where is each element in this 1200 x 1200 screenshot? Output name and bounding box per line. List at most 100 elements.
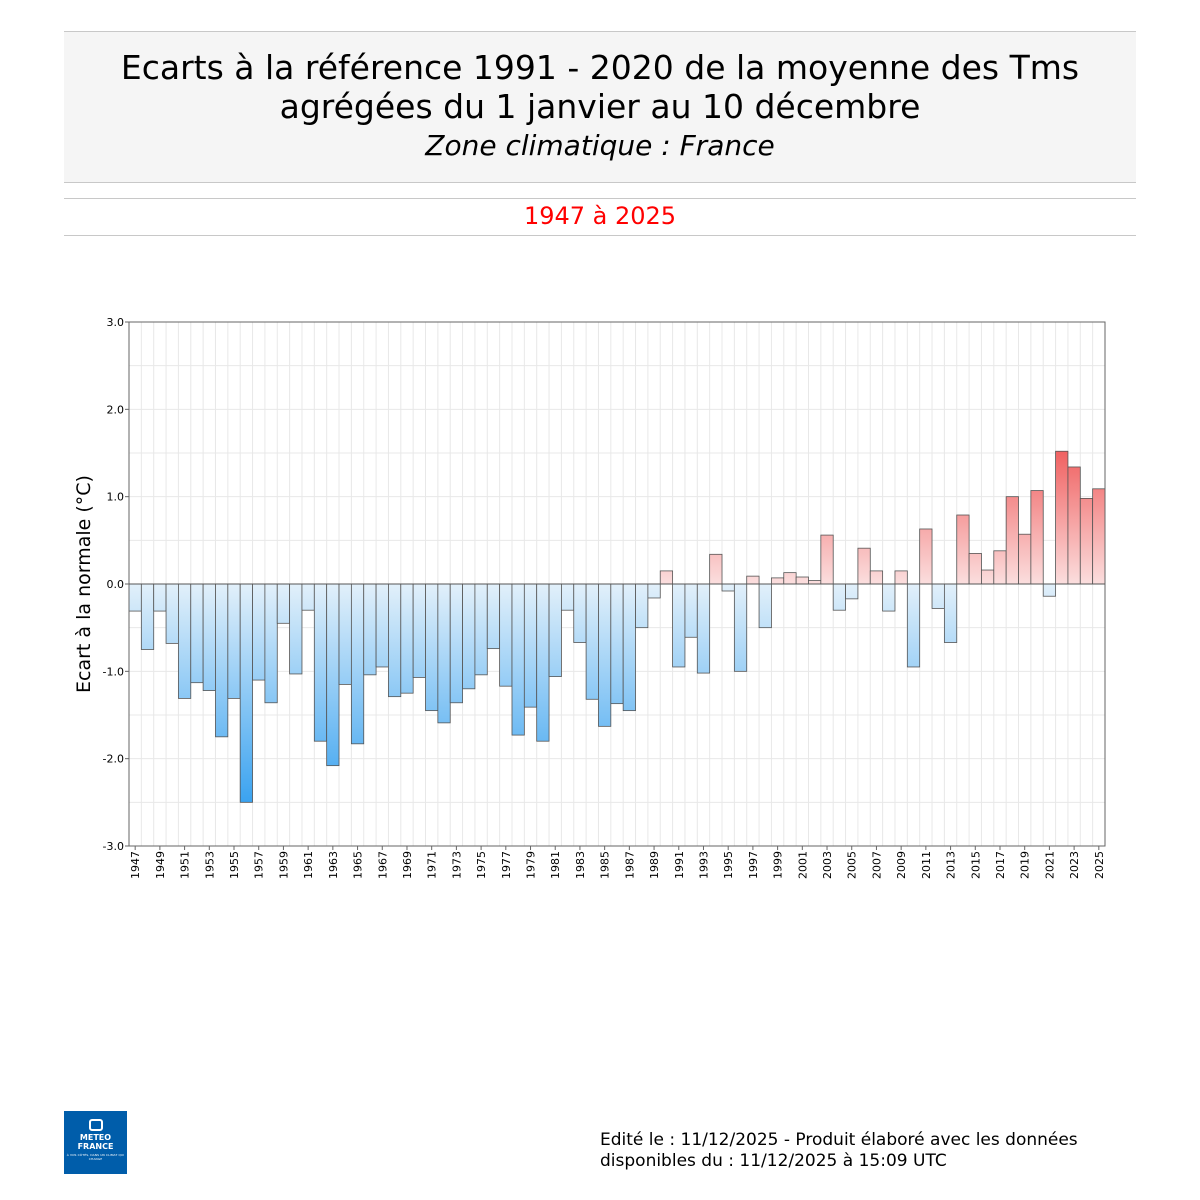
bar-2012 xyxy=(931,583,945,609)
x-tick-label: 1973 xyxy=(450,851,463,879)
bar-1964 xyxy=(338,583,352,685)
x-tick-label: 1971 xyxy=(426,851,439,879)
bar-1955 xyxy=(227,583,241,699)
y-tick-label: 2.0 xyxy=(107,403,125,416)
bar-2005 xyxy=(845,583,859,600)
bar-1981 xyxy=(548,583,562,677)
bar-1982 xyxy=(561,583,575,611)
bar-1977 xyxy=(499,583,513,687)
bar-1952 xyxy=(190,583,204,684)
x-tick-label: 1999 xyxy=(772,851,785,879)
chart-subtitle: Zone climatique : France xyxy=(425,129,775,162)
bar-2018 xyxy=(1005,496,1019,585)
bar-1974 xyxy=(462,583,476,690)
bar-1962 xyxy=(313,583,328,742)
bar-2020 xyxy=(1030,490,1044,585)
bar-1953 xyxy=(202,583,216,691)
x-tick-label: 2025 xyxy=(1093,851,1106,879)
x-tick-label: 1955 xyxy=(228,851,241,879)
bar-2017 xyxy=(993,550,1007,585)
bar-1984 xyxy=(585,583,599,700)
y-tick-label: -3.0 xyxy=(103,840,124,853)
bar-1960 xyxy=(289,583,303,675)
bar-1968 xyxy=(388,583,402,698)
bar-1993 xyxy=(696,583,711,674)
bar-2015 xyxy=(968,553,982,585)
bar-1972 xyxy=(437,583,451,724)
bar-2023 xyxy=(1067,466,1081,585)
footer-line-1: Edité le : 11/12/2025 - Produit élaboré … xyxy=(600,1130,1078,1150)
bar-1970 xyxy=(412,583,426,678)
x-tick-label: 1951 xyxy=(179,851,192,879)
x-tick-label: 1985 xyxy=(599,851,612,879)
x-tick-label: 1981 xyxy=(549,851,562,879)
bar-2016 xyxy=(981,569,995,585)
chart-title-line-1: Ecarts à la référence 1991 - 2020 de la … xyxy=(120,48,1080,87)
y-tick-label: 3.0 xyxy=(107,316,125,329)
x-tick-label: 2015 xyxy=(969,851,982,879)
bar-1951 xyxy=(178,583,192,699)
bar-1956 xyxy=(239,583,253,803)
bar-2021 xyxy=(1042,583,1056,597)
x-tick-label: 2017 xyxy=(994,851,1007,879)
bar-1950 xyxy=(165,583,179,644)
bar-1963 xyxy=(326,583,340,767)
logo-text-line-2: FRANCE xyxy=(77,1142,114,1151)
y-tick-label: -1.0 xyxy=(103,665,124,678)
x-tick-label: 1957 xyxy=(253,851,266,879)
bar-2025 xyxy=(1092,488,1106,585)
bar-1990 xyxy=(659,570,673,585)
bar-1975 xyxy=(474,583,488,676)
bar-1985 xyxy=(598,583,612,727)
bar-1966 xyxy=(363,583,377,676)
x-tick-label: 1987 xyxy=(623,851,636,879)
x-tick-label: 1949 xyxy=(154,851,167,879)
bar-2010 xyxy=(906,583,921,668)
x-tick-label: 1993 xyxy=(697,851,710,879)
bar-1983 xyxy=(573,583,587,643)
bar-1965 xyxy=(350,583,365,745)
x-tick-label: 2023 xyxy=(1068,851,1081,879)
bar-1954 xyxy=(215,583,229,738)
y-tick-label: 1.0 xyxy=(107,491,125,504)
chart-header: Ecarts à la référence 1991 - 2020 de la … xyxy=(64,31,1136,183)
bar-1961 xyxy=(301,583,315,611)
bars xyxy=(128,450,1106,803)
bar-1989 xyxy=(647,583,661,599)
bar-1967 xyxy=(375,583,389,668)
bar-1971 xyxy=(425,583,439,712)
bar-1987 xyxy=(622,583,636,712)
bar-2013 xyxy=(943,583,958,643)
x-tick-label: 1991 xyxy=(673,851,686,879)
bar-2002 xyxy=(808,580,822,585)
bar-chart: 3.0 2.0 1.0 0.0 -1.0 -2.0 -3.0 1947 1949 1951 195… xyxy=(73,316,1106,879)
x-tick-label: 1983 xyxy=(574,851,587,879)
bar-1988 xyxy=(635,583,649,629)
x-tick-label: 1967 xyxy=(376,851,389,879)
footer-line-2: disponibles du : 11/12/2025 à 15:09 UTC xyxy=(600,1151,947,1171)
x-tick-label: 2003 xyxy=(821,851,834,879)
y-tick-label: -2.0 xyxy=(103,753,124,766)
bar-1994 xyxy=(709,553,723,585)
x-tick-label: 2019 xyxy=(1019,851,1032,879)
x-tick-label: 2005 xyxy=(846,851,859,879)
bar-1949 xyxy=(153,583,167,612)
y-axis-label: Ecart à la normale (°C) xyxy=(73,475,95,693)
x-tick-label: 1961 xyxy=(302,851,315,879)
x-tick-label: 2007 xyxy=(870,851,883,879)
x-tick-label: 1959 xyxy=(277,851,290,879)
x-tick-label: 1965 xyxy=(352,851,365,879)
bar-2011 xyxy=(919,528,933,585)
x-tick-label: 1989 xyxy=(648,851,661,879)
x-tick-label: 2009 xyxy=(895,851,908,879)
bar-2006 xyxy=(857,547,871,585)
period-label: 1947 à 2025 xyxy=(523,202,677,230)
x-tick-label: 1953 xyxy=(203,851,216,879)
logo-text-line-1: METEO xyxy=(79,1133,112,1142)
bar-1957 xyxy=(252,583,266,681)
x-tick-label: 1995 xyxy=(722,851,735,879)
x-tick-label: 1963 xyxy=(327,851,340,879)
x-tick-label: 1975 xyxy=(475,851,488,879)
bar-1979 xyxy=(523,583,538,708)
bar-2019 xyxy=(1018,533,1032,585)
